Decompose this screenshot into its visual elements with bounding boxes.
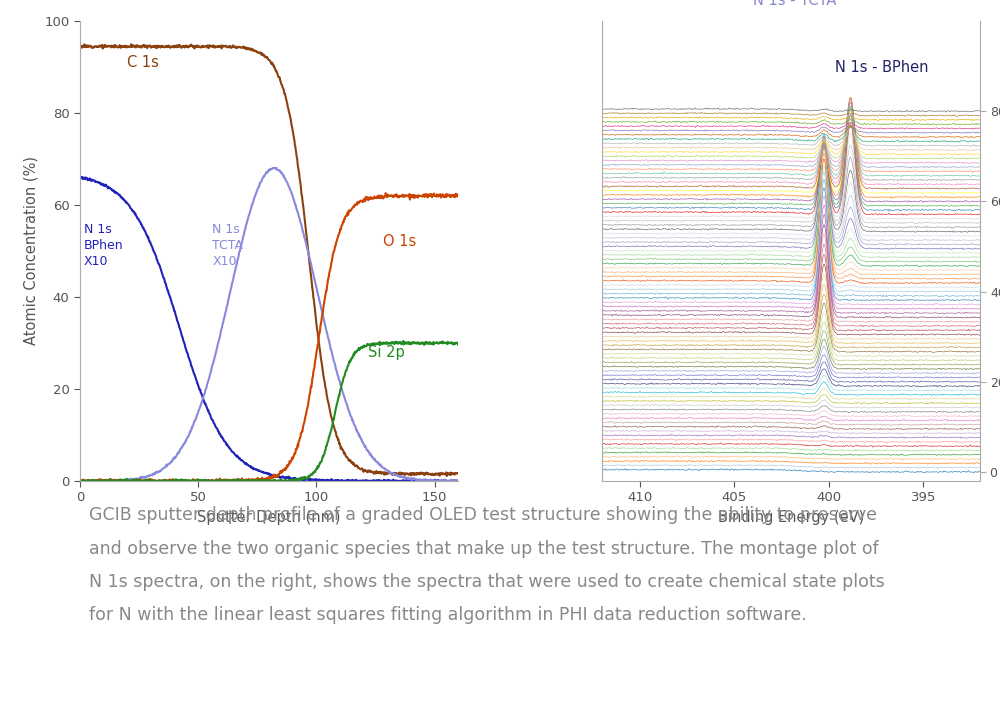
Text: Si 2p: Si 2p <box>368 345 405 359</box>
X-axis label: Binding Energy (eV): Binding Energy (eV) <box>718 510 864 525</box>
Text: O 1s: O 1s <box>383 234 416 249</box>
Y-axis label: Atomic Concentration (%): Atomic Concentration (%) <box>24 157 39 345</box>
Text: N 1s - TCTA: N 1s - TCTA <box>753 0 836 8</box>
Text: GCIB sputter depth profile of a graded OLED test structure showing the ability t: GCIB sputter depth profile of a graded O… <box>89 506 885 624</box>
Text: N 1s
TCTA
X10: N 1s TCTA X10 <box>212 223 243 268</box>
X-axis label: Sputter Depth (nm): Sputter Depth (nm) <box>197 510 341 525</box>
Text: N 1s - BPhen: N 1s - BPhen <box>835 60 928 75</box>
Text: C 1s: C 1s <box>127 55 159 70</box>
Text: N 1s
BPhen
X10: N 1s BPhen X10 <box>84 223 123 268</box>
